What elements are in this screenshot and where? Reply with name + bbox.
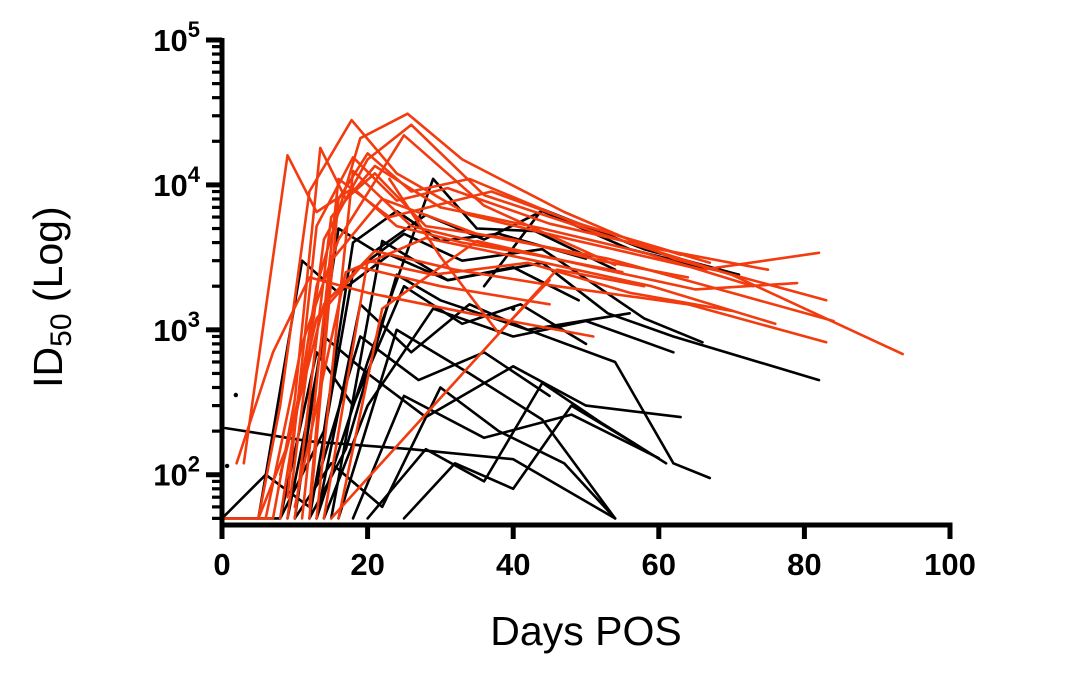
series-line-r18 [329, 268, 646, 520]
data-point-1 [233, 392, 239, 398]
series-line-b6 [322, 307, 675, 520]
series-line-b19 [315, 177, 617, 520]
y-tick-label-1000: 103 [153, 307, 200, 348]
x-tick-label-0: 0 [213, 547, 230, 582]
series-line-b14 [402, 404, 639, 520]
series-line-r3 [257, 118, 821, 520]
y-axis-label-post: (Log) [24, 206, 71, 314]
series-line-b12 [278, 284, 588, 520]
y-axis-label: ID50 (Log) [25, 127, 79, 467]
series-line-r15 [257, 265, 551, 520]
x-tick-label-40: 40 [496, 547, 530, 582]
y-tick-label-100: 102 [153, 452, 200, 493]
y-tick-label-10000: 104 [153, 162, 200, 203]
y-axis-label-pre: ID [24, 346, 71, 388]
series-line-r19 [388, 177, 551, 335]
series-line-r17 [337, 239, 799, 520]
series-line-r16 [235, 276, 595, 465]
series-line-b9 [351, 394, 661, 520]
series-line-r20 [286, 156, 770, 499]
series-line-b10 [293, 386, 617, 520]
data-point-2 [511, 306, 516, 311]
x-tick-label-80: 80 [787, 547, 821, 582]
series-line-r14 [322, 259, 733, 520]
data-point-0 [224, 463, 230, 469]
series-line-r13 [293, 236, 777, 509]
y-tick-label-100000: 105 [153, 17, 200, 58]
x-tick-label-100: 100 [924, 547, 976, 582]
x-tick-label-60: 60 [642, 547, 676, 582]
x-tick-label-20: 20 [350, 547, 384, 582]
series-line-b8 [337, 328, 617, 520]
series-line-r11 [264, 134, 617, 520]
x-axis-label: Days POS [490, 608, 682, 654]
series-line-r8 [308, 152, 682, 520]
y-axis-label-sub: 50 [45, 313, 79, 347]
series-line-r6 [293, 164, 755, 520]
